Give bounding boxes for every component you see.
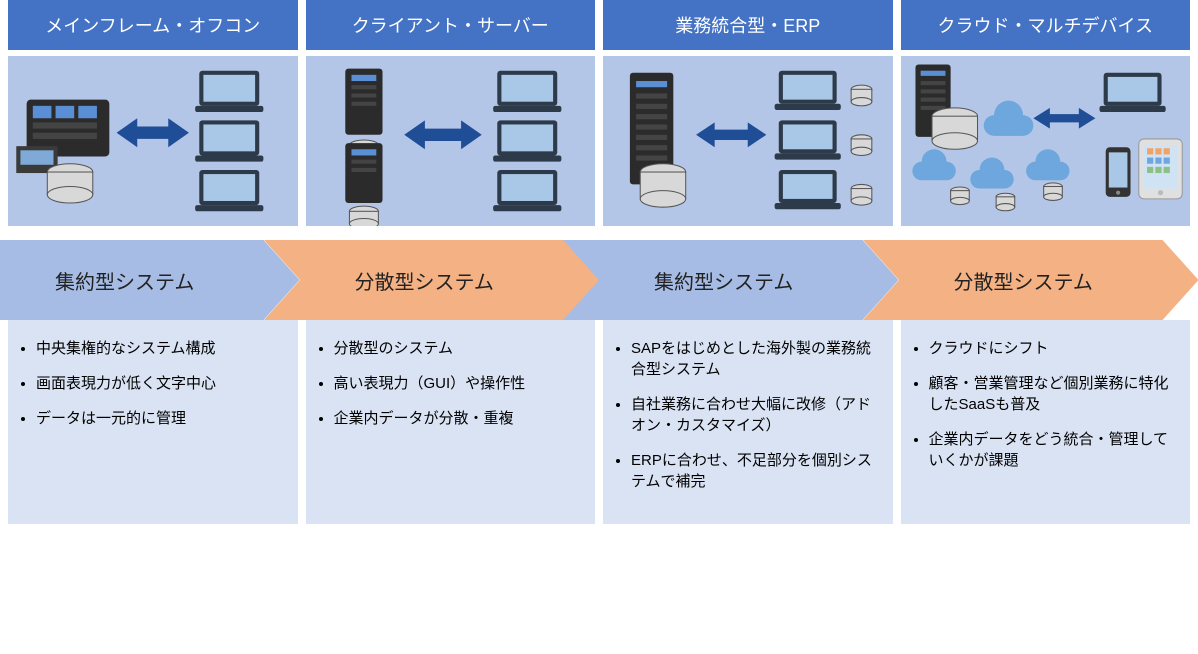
illus-1 — [306, 56, 596, 226]
bullet-list-0: 中央集権的なシステム構成 画面表現力が低く文字中心 データは一元的に管理 — [16, 338, 286, 429]
bullet-item: 分散型のシステム — [334, 338, 584, 359]
bullets-0: 中央集権的なシステム構成 画面表現力が低く文字中心 データは一元的に管理 — [8, 320, 298, 524]
chevron-0: 集約型システム — [0, 240, 300, 320]
bullet-item: 企業内データをどう統合・管理していくかが課題 — [929, 429, 1179, 471]
bullet-item: 企業内データが分散・重複 — [334, 408, 584, 429]
bullets-row: 中央集権的なシステム構成 画面表現力が低く文字中心 データは一元的に管理 分散型… — [0, 320, 1198, 524]
bullets-1: 分散型のシステム 高い表現力（GUI）や操作性 企業内データが分散・重複 — [306, 320, 596, 524]
illus-3 — [901, 56, 1191, 226]
bullet-item: 画面表現力が低く文字中心 — [36, 373, 286, 394]
bullet-item: SAPをはじめとした海外製の業務統合型システム — [631, 338, 881, 380]
chevron-label-3: 分散型システム — [899, 266, 1093, 295]
bullet-list-2: SAPをはじめとした海外製の業務統合型システム 自社業務に合わせ大幅に改修（アド… — [611, 338, 881, 492]
mainframe-icon — [8, 56, 298, 226]
diagram-container: メインフレーム・オフコン クライアント・サーバー 業務統合型・ERP クラウド・… — [0, 0, 1198, 524]
header-3: クラウド・マルチデバイス — [901, 0, 1191, 50]
header-1: クライアント・サーバー — [306, 0, 596, 50]
illus-2 — [603, 56, 893, 226]
chevron-3: 分散型システム — [899, 240, 1198, 320]
chevron-row: 集約型システム 分散型システム 集約型システム 分散型システム — [0, 240, 1198, 320]
illustration-row — [0, 50, 1198, 226]
client-server-icon — [306, 56, 596, 226]
illus-0 — [8, 56, 298, 226]
chevron-label-0: 集約型システム — [0, 266, 194, 295]
chevron-1: 分散型システム — [300, 240, 600, 320]
bullet-item: 高い表現力（GUI）や操作性 — [334, 373, 584, 394]
bullet-item: 顧客・営業管理など個別業務に特化したSaaSも普及 — [929, 373, 1179, 415]
bullet-list-3: クラウドにシフト 顧客・営業管理など個別業務に特化したSaaSも普及 企業内デー… — [909, 338, 1179, 471]
header-0: メインフレーム・オフコン — [8, 0, 298, 50]
erp-icon — [603, 56, 893, 226]
bullet-list-1: 分散型のシステム 高い表現力（GUI）や操作性 企業内データが分散・重複 — [314, 338, 584, 429]
bullet-item: データは一元的に管理 — [36, 408, 286, 429]
bullets-3: クラウドにシフト 顧客・営業管理など個別業務に特化したSaaSも普及 企業内デー… — [901, 320, 1191, 524]
bullets-2: SAPをはじめとした海外製の業務統合型システム 自社業務に合わせ大幅に改修（アド… — [603, 320, 893, 524]
bullet-item: 中央集権的なシステム構成 — [36, 338, 286, 359]
bullet-item: 自社業務に合わせ大幅に改修（アドオン・カスタマイズ） — [631, 394, 881, 436]
cloud-icon — [901, 56, 1191, 226]
chevron-label-2: 集約型システム — [599, 266, 793, 295]
bullet-item: クラウドにシフト — [929, 338, 1179, 359]
bullet-item: ERPに合わせ、不足部分を個別システムで補完 — [631, 450, 881, 492]
chevron-label-1: 分散型システム — [300, 266, 494, 295]
chevron-2: 集約型システム — [599, 240, 899, 320]
header-row: メインフレーム・オフコン クライアント・サーバー 業務統合型・ERP クラウド・… — [0, 0, 1198, 50]
header-2: 業務統合型・ERP — [603, 0, 893, 50]
